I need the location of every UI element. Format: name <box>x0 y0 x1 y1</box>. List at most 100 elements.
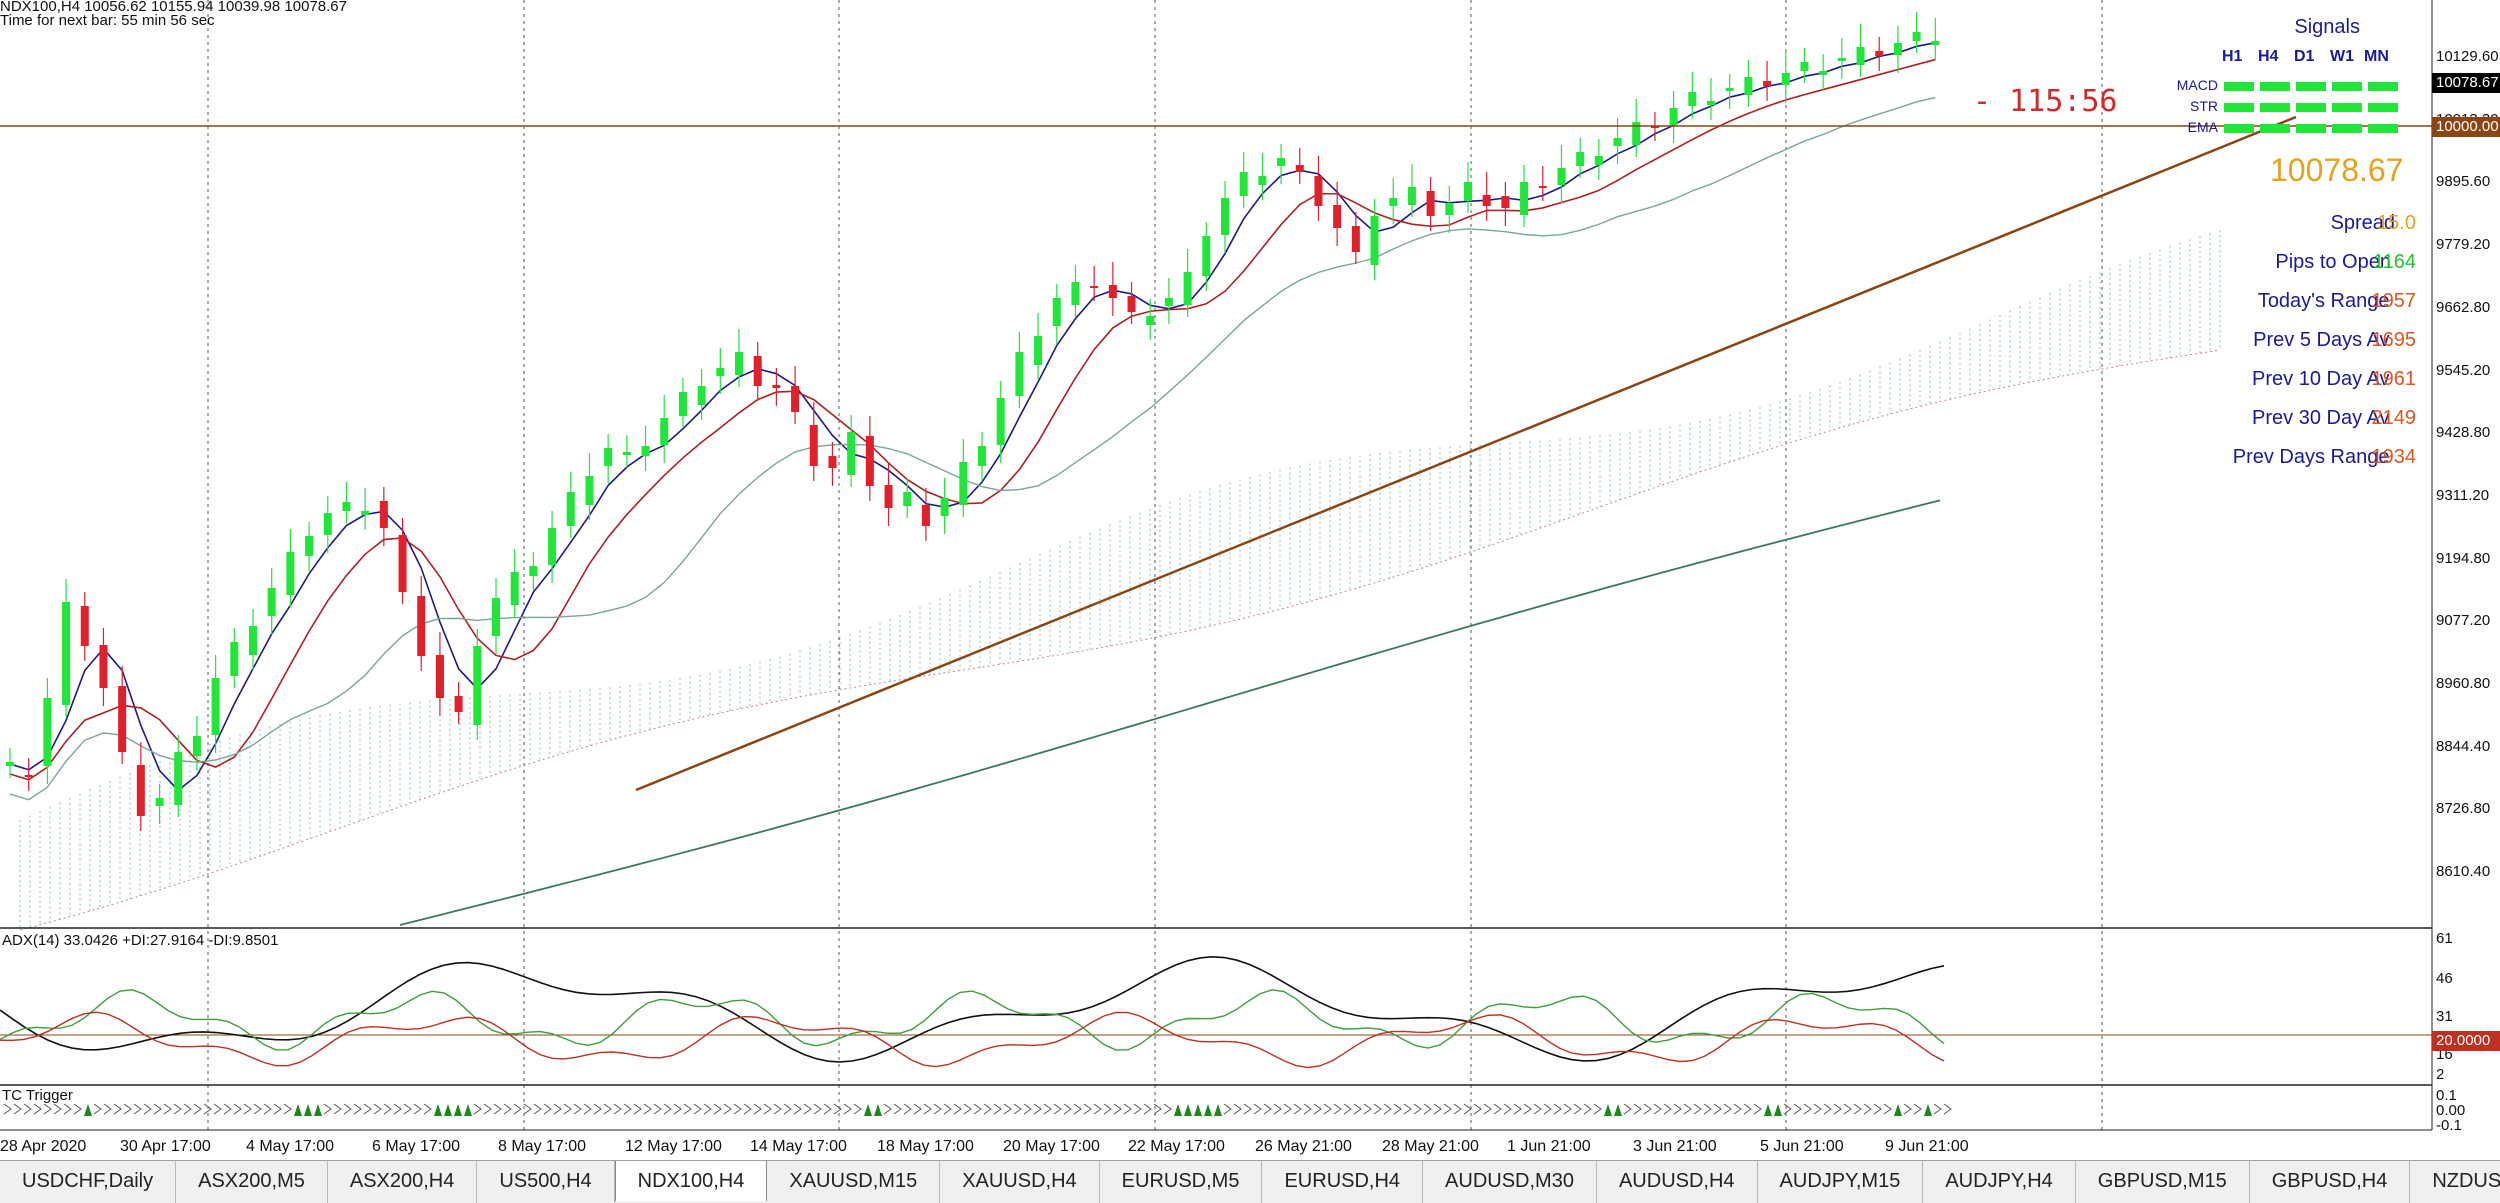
chart-title: NDX100,H4 10056.62 10155.94 10039.98 100… <box>0 0 347 28</box>
tc-marker <box>1863 1103 1872 1115</box>
tc-marker <box>1163 1103 1172 1115</box>
chart-tab[interactable]: XAUUSD,H4 <box>940 1161 1100 1203</box>
candle-body <box>753 356 762 386</box>
candle-body <box>1931 41 1940 45</box>
time-tick: 8 May 17:00 <box>498 1138 587 1155</box>
candle-body <box>1258 176 1267 185</box>
adx-indicator <box>0 956 2432 1069</box>
tc-marker <box>1713 1103 1722 1115</box>
symbol-ohlc: NDX100,H4 10056.62 10155.94 10039.98 100… <box>0 0 347 15</box>
chart-canvas[interactable] <box>0 0 2500 1160</box>
candle-body <box>847 432 856 475</box>
tc-marker <box>743 1103 752 1115</box>
chart-tab[interactable]: NDX100,H4 <box>614 1161 768 1201</box>
adx-tick: 61 <box>2436 930 2453 947</box>
ema-slow-line <box>9 96 1936 801</box>
candle-body <box>1594 156 1603 165</box>
chart-tab[interactable]: ASX200,M5 <box>176 1161 328 1203</box>
chart-tab[interactable]: US500,H4 <box>477 1161 615 1203</box>
signal-row-macd: MACD <box>2176 77 2218 93</box>
chart-tab[interactable]: GBPUSD,M15 <box>2076 1161 2250 1203</box>
candle-body <box>1370 216 1379 265</box>
chart-tab[interactable]: XAUUSD,M15 <box>767 1161 941 1203</box>
signals-panel: Signals H1 H4 D1 W1 MN MACD STR EMA <box>2170 14 2398 135</box>
candle-body <box>398 535 407 592</box>
tc-marker <box>1933 1103 1942 1115</box>
trendline[interactable] <box>635 115 2297 792</box>
chart-tab[interactable]: GBPUSD,H4 <box>2250 1161 2411 1203</box>
tc-marker <box>923 1103 932 1115</box>
plus-di-line <box>0 989 1945 1051</box>
candle-body <box>1127 296 1136 312</box>
info-label: Today's Range <box>2257 290 2390 312</box>
candle-body <box>978 446 986 466</box>
tc-marker <box>1383 1103 1392 1115</box>
time-tick: 22 May 17:00 <box>1128 1138 1225 1155</box>
signal-cell <box>2296 82 2326 91</box>
tc-marker <box>1133 1103 1142 1115</box>
tc-marker <box>93 1103 102 1115</box>
chart-tab[interactable]: AUDUSD,H4 <box>1597 1161 1758 1203</box>
tc-marker <box>643 1103 652 1115</box>
candle-body <box>604 448 613 466</box>
tc-marker <box>483 1103 492 1115</box>
signal-cell <box>2260 103 2290 112</box>
tc-marker <box>933 1103 942 1115</box>
tc-marker <box>663 1103 672 1115</box>
tc-up-arrow <box>434 1104 442 1116</box>
candle-body <box>566 492 575 526</box>
info-row: Spread15.0 <box>2331 212 2416 235</box>
tc-marker <box>1833 1103 1842 1115</box>
tc-marker <box>163 1103 172 1115</box>
chart-tab[interactable]: AUDUSD,M30 <box>1423 1161 1597 1203</box>
candle-body <box>1669 108 1678 125</box>
level-price-marker: 10000.00 <box>2432 117 2500 137</box>
time-tick: 6 May 17:00 <box>372 1138 461 1155</box>
tc-marker <box>1493 1103 1502 1115</box>
tc-marker <box>223 1103 232 1115</box>
info-label: Spread <box>2330 212 2396 234</box>
tc-marker <box>1873 1103 1882 1115</box>
time-tick: 28 Apr 2020 <box>0 1138 87 1155</box>
tc-marker <box>1093 1103 1102 1115</box>
tc-marker <box>993 1103 1002 1115</box>
candle-body <box>342 502 351 511</box>
info-value: 1934 <box>2371 446 2417 468</box>
tc-marker <box>633 1103 642 1115</box>
candle-body <box>1164 298 1173 306</box>
chart-tab[interactable]: ASX200,H4 <box>328 1161 478 1203</box>
candle-body <box>548 528 557 565</box>
chart-tab[interactable]: EURUSD,H4 <box>1262 1161 1424 1203</box>
chart-tab[interactable]: AUDJPY,H4 <box>1923 1161 2076 1203</box>
tc-marker <box>1783 1103 1792 1115</box>
tc-marker <box>263 1103 272 1115</box>
candle-body <box>1800 62 1809 71</box>
tc-marker <box>793 1103 802 1115</box>
tc-up-arrow <box>444 1104 452 1116</box>
tc-marker <box>333 1103 342 1115</box>
chart-tab[interactable]: EURUSD,M5 <box>1100 1161 1263 1203</box>
tc-marker <box>1473 1103 1482 1115</box>
tc-marker <box>1333 1103 1342 1115</box>
chart-tab[interactable]: USDCHF,Daily <box>0 1161 177 1203</box>
candle-body <box>660 418 669 445</box>
info-label: Prev Days Range <box>2232 446 2390 468</box>
candle-body <box>1295 165 1304 172</box>
tc-marker <box>1443 1103 1452 1115</box>
tc-up-arrow <box>1204 1104 1212 1116</box>
candle-body <box>809 425 818 466</box>
tc-marker <box>1503 1103 1512 1115</box>
signal-cell <box>2224 124 2254 133</box>
tc-marker <box>1673 1103 1682 1115</box>
signal-tf-h4: H4 <box>2258 48 2279 65</box>
tc-marker <box>1453 1103 1462 1115</box>
chart-tab[interactable]: NZDUSD,M30 <box>2410 1161 2500 1203</box>
tc-up-arrow <box>304 1104 312 1116</box>
chart-tab[interactable]: AUDJPY,M15 <box>1758 1161 1924 1203</box>
tc-marker <box>1253 1103 1262 1115</box>
tc-up-arrow <box>294 1104 302 1116</box>
tc-marker <box>1023 1103 1032 1115</box>
tc-marker <box>753 1103 762 1115</box>
price-tick: 9895.60 <box>2436 173 2491 191</box>
bar-countdown: - 115:56 <box>1973 84 2118 119</box>
